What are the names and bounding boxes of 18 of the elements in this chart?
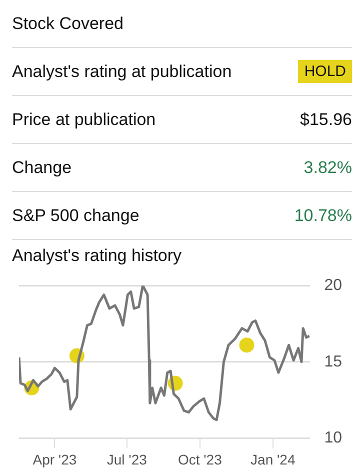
text: Stock Covered [12,14,124,34]
y-tick-label: 10 [324,430,342,447]
text: Price at publication [12,110,156,130]
text: 3.82% [304,158,352,178]
chart-title: Analyst's rating history [12,246,182,266]
x-tick-label: Jul '23 [106,451,148,468]
text: Analyst's rating at publication [12,62,232,82]
point [239,338,254,353]
text: $15.96 [300,110,352,130]
y-tick-label: 15 [324,353,342,370]
x-tick-label: Jan '24 [250,451,296,468]
text: Change [12,158,72,178]
x-tick-label: Oct '23 [178,451,222,468]
text: HOLD [298,60,352,83]
text: S&P 500 change [12,206,140,226]
y-tick-label: 20 [324,277,342,294]
x-tick-label: Apr '23 [32,451,77,468]
text: 10.78% [294,206,352,226]
